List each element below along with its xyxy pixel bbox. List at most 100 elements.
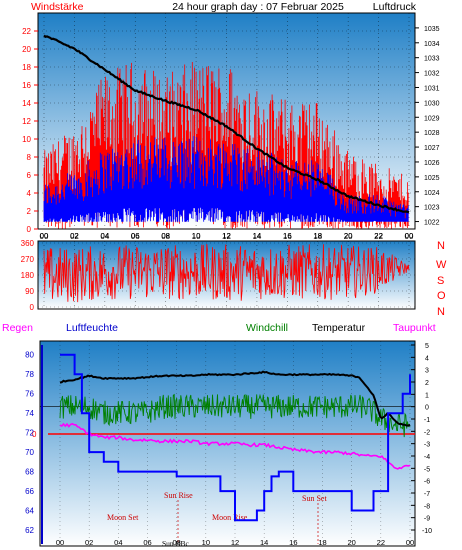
direction-tick-label: 270: [21, 255, 35, 264]
temperature-time-label: 06: [143, 538, 151, 547]
wind-tick-label: 4: [27, 189, 32, 198]
wind-tick-label: 20: [22, 45, 31, 54]
humidity-tick-label: 64: [25, 507, 34, 516]
temperature-tick-label: -9: [424, 516, 430, 523]
pressure-tick-label: 1022: [424, 220, 440, 227]
temperature-time-label: 00: [56, 538, 64, 547]
compass-label-o: O: [437, 290, 446, 302]
direction-time-label: 12: [222, 231, 230, 240]
direction-time-label: 02: [70, 231, 78, 240]
pressure-tick-label: 1026: [424, 160, 440, 167]
wind-gust-bars: [43, 136, 409, 222]
compass-label-w: W: [436, 259, 447, 271]
temperature-tick-label: 4: [425, 355, 429, 362]
temperature-tick-label: -2: [424, 429, 430, 436]
time-tick-label: 12: [222, 232, 231, 241]
direction-tick-label: 0: [30, 303, 35, 312]
wind-tick-label: 18: [22, 63, 31, 72]
pressure-tick-label: 1032: [424, 71, 440, 78]
temperature-tick-label: -8: [424, 503, 430, 510]
humidity-tick-label: 62: [25, 526, 34, 535]
wind-tick-label: 10: [22, 135, 31, 144]
direction-time-label: 18: [314, 231, 322, 240]
time-tick-label: 00: [40, 232, 49, 241]
direction-time-label: 22: [374, 231, 382, 240]
temperature-time-label: 14: [260, 538, 268, 547]
direction-tick-label: 180: [21, 271, 35, 280]
temperature-time-label: 00: [406, 538, 414, 547]
direction-tick-label: 360: [21, 239, 35, 248]
humidity-tick-label: 72: [25, 429, 34, 438]
pressure-tick-label: 1030: [424, 100, 440, 107]
time-tick-label: 18: [313, 232, 322, 241]
direction-time-label: 00: [40, 231, 48, 240]
temperatur-label: Temperatur: [312, 322, 366, 334]
wind-direction-line: [43, 244, 410, 303]
temperature-time-label: 02: [85, 538, 93, 547]
pressure-tick-label: 1024: [424, 190, 440, 197]
regen-label: Regen: [2, 322, 33, 334]
compass-label-n-top: N: [437, 240, 445, 252]
temperature-time-label: 20: [347, 538, 355, 547]
wind-tick-label: 12: [22, 117, 31, 126]
time-tick-label: 22: [374, 232, 383, 241]
direction-time-label: 16: [283, 231, 291, 240]
direction-time-label: 14: [253, 231, 261, 240]
time-tick-label: 04: [100, 232, 109, 241]
pressure-tick-label: 1029: [424, 115, 440, 122]
humidity-tick-label: 80: [25, 351, 34, 360]
windchill-label: Windchill: [246, 322, 288, 334]
humidity-tick-label: 78: [25, 370, 34, 379]
humidity-tick-label: 70: [25, 448, 34, 457]
time-tick-label: 02: [70, 232, 79, 241]
regen-zero-label: 0: [32, 430, 37, 439]
temperature-time-label: 16: [289, 538, 297, 547]
time-tick-label: 20: [344, 232, 353, 241]
pressure-tick-label: 1023: [424, 205, 440, 212]
direction-tick-label: 90: [25, 287, 34, 296]
humidity-tick-label: 76: [25, 390, 34, 399]
page-title: 24 hour graph day : 07 Februar 2025: [172, 1, 344, 13]
humidity-tick-label: 68: [25, 468, 34, 477]
pressure-tick-label: 1027: [424, 145, 440, 152]
humidity-tick-label: 66: [25, 487, 34, 496]
dewpoint-line: [59, 422, 411, 470]
direction-time-label: 08: [161, 231, 169, 240]
data-layer: [43, 34, 415, 522]
temperature-tick-label: 1: [425, 392, 429, 399]
pressure-tick-label: 1025: [424, 175, 440, 182]
temperature-tick-label: -6: [424, 479, 430, 486]
direction-time-label: 04: [101, 231, 109, 240]
temperature-tick-label: 5: [425, 343, 429, 350]
temperature-time-label: 12: [231, 538, 239, 547]
temperature-tick-label: -5: [424, 466, 430, 473]
temperature-time-label: 08: [172, 538, 180, 547]
sun-bbc-label: Sun BBc: [162, 539, 190, 548]
direction-time-label: 06: [131, 231, 139, 240]
temperature-tick-label: 2: [425, 380, 429, 387]
time-tick-label: 06: [131, 232, 140, 241]
moon-rise-label: Moon Rise: [212, 513, 248, 522]
wind-tick-label: 2: [27, 207, 32, 216]
temperature-tick-label: 3: [425, 368, 429, 375]
wind-tick-label: 0: [27, 225, 32, 234]
wind-tick-label: 22: [22, 27, 31, 36]
pressure-tick-label: 1033: [424, 56, 440, 63]
pressure-tick-label: 1031: [424, 85, 440, 92]
pressure-line: [43, 34, 410, 214]
temperature-tick-label: 0: [425, 405, 429, 412]
direction-time-label: 00: [405, 231, 413, 240]
wind-tick-label: 14: [22, 99, 31, 108]
direction-time-label: 10: [192, 231, 200, 240]
wind-tick-label: 6: [27, 171, 32, 180]
sun-rise-label: Sun Rise: [164, 491, 193, 500]
time-tick-label: 14: [252, 232, 261, 241]
pressure-tick-label: 1034: [424, 41, 440, 48]
temperature-time-label: 18: [318, 538, 326, 547]
temperature-tick-label: -1: [424, 417, 430, 424]
time-tick-label: 10: [192, 232, 201, 241]
time-tick-label: 08: [161, 232, 170, 241]
windchill-line: [59, 393, 411, 438]
